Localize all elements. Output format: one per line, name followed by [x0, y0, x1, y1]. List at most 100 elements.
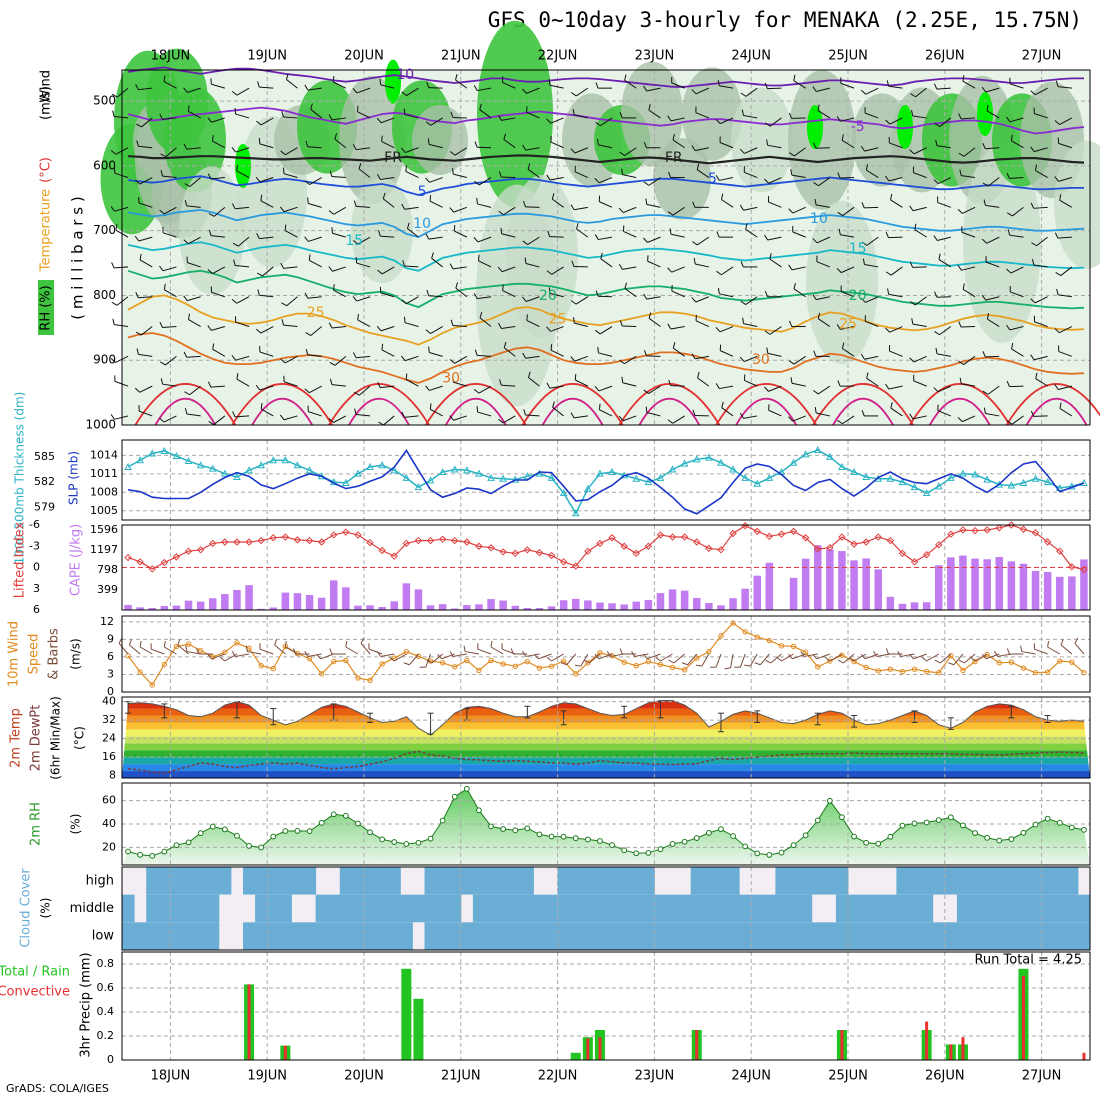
barb-shaft — [114, 380, 129, 387]
barb-flag — [764, 290, 768, 297]
upper-wind-barb — [207, 173, 225, 180]
barb-shaft — [840, 234, 855, 238]
barb-shaft — [235, 147, 250, 153]
cloud-cell — [872, 894, 885, 923]
upper-wind-barb — [183, 351, 201, 358]
barb-flag — [813, 390, 819, 395]
sfc-wind-barb — [128, 639, 141, 655]
barb-shaft — [358, 168, 371, 178]
cloud-cell — [146, 867, 159, 895]
cloud-cell — [424, 867, 438, 895]
barb-flag — [824, 656, 831, 662]
barb-flag — [788, 416, 794, 422]
upper-wind-barb — [331, 227, 346, 238]
barb-flag — [231, 203, 236, 210]
barb-flag — [764, 234, 769, 241]
cloud-cell — [497, 894, 510, 923]
upper-wind-barb — [449, 263, 467, 270]
barb-flag — [115, 224, 118, 231]
cape-bar — [1007, 561, 1016, 610]
isotherm-line — [127, 269, 1085, 310]
barb-shaft — [744, 147, 758, 154]
barb-flag — [696, 163, 700, 170]
upper-wind-barb — [643, 293, 661, 300]
barb-shaft — [503, 347, 516, 357]
barb-flag — [982, 182, 989, 187]
upper-wind-barb — [497, 266, 516, 273]
barb-shaft — [538, 653, 552, 660]
barb-shaft — [792, 206, 806, 214]
barb-shaft — [502, 81, 516, 89]
barb-flag — [838, 228, 841, 235]
upper-wind-barb — [208, 206, 226, 217]
barb-shaft — [598, 144, 613, 149]
upper-wind-barb — [764, 290, 782, 298]
upper-wind-barb — [280, 262, 298, 269]
barb-shaft — [840, 326, 855, 330]
upper-wind-barb — [429, 403, 443, 417]
cloud-cell — [630, 867, 643, 895]
precip-total-bar — [401, 968, 412, 1060]
barb-flag — [739, 204, 744, 211]
cloud-cell — [448, 894, 462, 923]
cape-bar — [874, 569, 883, 610]
barb-flag — [740, 261, 744, 268]
thickness-point — [826, 452, 834, 460]
li-point — [402, 539, 411, 548]
barb-flag — [503, 341, 507, 348]
cloud-cell — [303, 922, 317, 950]
rh-point — [185, 839, 192, 846]
barb-shaft — [260, 326, 274, 334]
barb-flag — [1035, 372, 1038, 379]
li-tick-label: 0 — [33, 561, 40, 574]
cloud-cell — [388, 922, 401, 950]
li-point — [983, 526, 991, 534]
cloud-cell — [182, 922, 196, 950]
wind-speed-point — [923, 668, 930, 675]
barb-flag — [498, 418, 504, 424]
barb-shaft — [865, 87, 879, 95]
barb-shaft — [866, 236, 879, 246]
upper-wind-barb — [933, 235, 951, 242]
cloud-cell — [448, 867, 462, 895]
barb-flag — [400, 147, 406, 153]
cape-bar — [257, 608, 265, 610]
barb-flag — [643, 293, 648, 300]
barb-flag — [986, 104, 989, 112]
upper-wind-barb — [136, 140, 153, 149]
barb-shaft — [962, 206, 976, 214]
cloud-cell — [400, 922, 413, 950]
barb-shaft — [129, 644, 141, 655]
pressure-tick-label: 700 — [93, 223, 116, 237]
thickness-point — [547, 473, 556, 481]
barb-shaft — [211, 117, 226, 123]
barb-flag — [546, 270, 553, 275]
barb-shaft — [864, 112, 879, 119]
barb-flag — [813, 182, 819, 187]
barb-flag — [503, 133, 506, 140]
upper-wind-barb — [1010, 134, 1024, 149]
cloud-cell — [436, 922, 450, 950]
upper-wind-barb — [136, 117, 153, 128]
upper-wind-barb — [836, 266, 855, 274]
li-point — [269, 534, 277, 542]
rh-point — [754, 850, 761, 857]
upper-wind-barb — [498, 415, 516, 424]
cape-bar — [390, 601, 399, 610]
barb-shaft — [744, 171, 758, 179]
cloud-cell — [618, 867, 631, 895]
barb-shaft — [235, 415, 250, 418]
barb-shaft — [866, 377, 879, 387]
rh-shade — [339, 75, 405, 205]
isotherm-40 — [445, 397, 507, 426]
li-point — [608, 534, 616, 542]
barb-shaft — [986, 236, 1000, 244]
upper-wind-barb — [184, 177, 201, 187]
cloud-cell — [122, 922, 135, 950]
li-point — [438, 535, 447, 543]
barb-flag — [910, 93, 916, 98]
barb-flag — [594, 234, 599, 240]
upper-wind-barb — [332, 284, 347, 298]
barb-shaft — [816, 296, 830, 301]
